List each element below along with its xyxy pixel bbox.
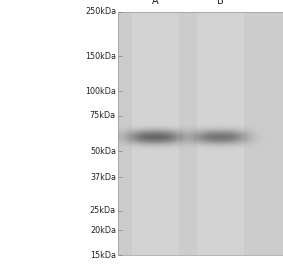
Text: 25kDa: 25kDa	[90, 206, 116, 215]
Text: 20kDa: 20kDa	[90, 226, 116, 235]
Text: 50kDa: 50kDa	[90, 147, 116, 155]
Text: 100kDa: 100kDa	[85, 87, 116, 96]
Text: 37kDa: 37kDa	[90, 172, 116, 182]
Text: 75kDa: 75kDa	[90, 111, 116, 120]
Text: B: B	[216, 0, 223, 6]
Text: 15kDa: 15kDa	[90, 251, 116, 260]
Text: 250kDa: 250kDa	[85, 7, 116, 16]
Text: 150kDa: 150kDa	[85, 52, 116, 61]
Text: A: A	[152, 0, 158, 6]
Bar	[118, 12, 283, 255]
